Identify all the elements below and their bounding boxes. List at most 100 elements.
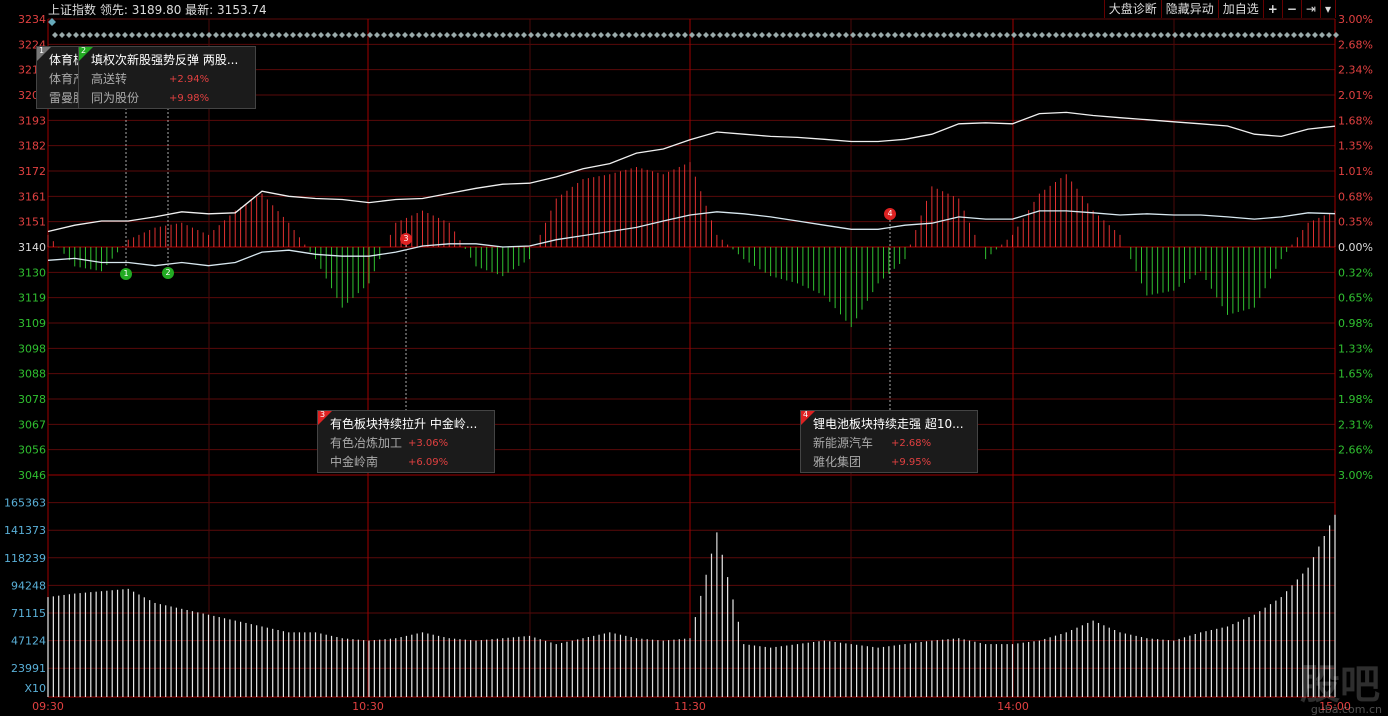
event-diamond bbox=[675, 32, 681, 38]
event-diamond bbox=[1053, 32, 1059, 38]
event-diamond bbox=[402, 32, 408, 38]
stock-name: 中金岭南 bbox=[330, 455, 379, 469]
time-tick: 10:30 bbox=[352, 700, 384, 713]
market-diagnose-button[interactable]: 大盘诊断 bbox=[1105, 0, 1162, 18]
event-diamond bbox=[843, 32, 849, 38]
event-diamond bbox=[1067, 32, 1073, 38]
index-name: 上证指数 bbox=[48, 3, 97, 17]
event-diamond bbox=[1130, 32, 1136, 38]
menu-dropdown-icon[interactable]: ▾ bbox=[1321, 0, 1336, 18]
event-diamond bbox=[213, 32, 219, 38]
volume-tick: 141373 bbox=[4, 524, 46, 537]
event-diamond bbox=[1039, 32, 1045, 38]
event-diamond bbox=[668, 32, 674, 38]
event-diamond bbox=[423, 32, 429, 38]
last-value: 3153.74 bbox=[217, 3, 267, 17]
event-marker-2[interactable]: 2 bbox=[162, 267, 174, 279]
event-diamond bbox=[157, 32, 163, 38]
watermark-url: guba.com.cn bbox=[1310, 703, 1382, 716]
event-diamond bbox=[990, 32, 996, 38]
event-diamond bbox=[451, 32, 457, 38]
time-tick: 14:00 bbox=[997, 700, 1029, 713]
event-diamond bbox=[1186, 32, 1192, 38]
hide-alerts-button[interactable]: 隐藏异动 bbox=[1162, 0, 1219, 18]
price-tick: 3140 bbox=[18, 241, 46, 254]
add-watchlist-button[interactable]: 加自选 bbox=[1219, 0, 1264, 18]
event-diamond bbox=[1319, 32, 1325, 38]
event-diamond bbox=[955, 32, 961, 38]
lead-value: 3189.80 bbox=[131, 3, 182, 17]
tooltip-headline: 锂电池板块持续走强 超10... bbox=[813, 417, 964, 431]
event-diamond bbox=[773, 32, 779, 38]
event-diamond bbox=[1193, 32, 1199, 38]
event-marker-4[interactable]: 4 bbox=[884, 208, 896, 220]
stock-name: 有色冶炼加工 bbox=[330, 436, 403, 450]
event-diamond bbox=[724, 32, 730, 38]
event-diamond bbox=[430, 32, 436, 38]
event-diamond bbox=[276, 32, 282, 38]
event-diamond bbox=[1046, 32, 1052, 38]
event-diamond bbox=[1172, 32, 1178, 38]
event-diamond bbox=[395, 32, 401, 38]
event-diamond bbox=[164, 32, 170, 38]
percent-tick: 1.98% bbox=[1338, 393, 1373, 406]
event-diamond bbox=[1095, 32, 1101, 38]
event-diamond bbox=[1165, 32, 1171, 38]
event-diamond bbox=[612, 32, 618, 38]
event-diamond bbox=[1333, 32, 1339, 38]
event-diamond bbox=[829, 32, 835, 38]
price-tick: 3056 bbox=[18, 444, 46, 457]
event-diamond bbox=[1025, 32, 1031, 38]
event-diamond bbox=[360, 32, 366, 38]
event-diamond bbox=[374, 32, 380, 38]
price-tick: 3234 bbox=[18, 13, 46, 26]
event-diamond bbox=[1088, 32, 1094, 38]
event-diamond bbox=[899, 32, 905, 38]
event-diamond bbox=[1032, 32, 1038, 38]
event-diamond bbox=[766, 32, 772, 38]
event-diamond bbox=[689, 32, 695, 38]
stock-change: +3.06% bbox=[408, 438, 449, 449]
event-diamond bbox=[570, 32, 576, 38]
price-tick: 3088 bbox=[18, 368, 46, 381]
percent-tick: 1.01% bbox=[1338, 165, 1373, 178]
event-diamond bbox=[472, 32, 478, 38]
event-marker-1[interactable]: 1 bbox=[120, 268, 132, 280]
event-diamond bbox=[150, 32, 156, 38]
event-diamond bbox=[521, 32, 527, 38]
event-diamond bbox=[108, 32, 114, 38]
percent-tick: 0.98% bbox=[1338, 317, 1373, 330]
event-diamond bbox=[682, 32, 688, 38]
event-diamond bbox=[731, 32, 737, 38]
tooltip-number-badge: 1 bbox=[37, 46, 51, 61]
zoom-out-icon[interactable]: − bbox=[1283, 0, 1302, 18]
tooltip-stock-row: 新能源汽车 +2.68% bbox=[801, 434, 977, 453]
time-tick: 15:00 bbox=[1319, 700, 1351, 713]
event-diamond bbox=[976, 32, 982, 38]
event-diamond bbox=[885, 32, 891, 38]
zoom-in-icon[interactable]: + bbox=[1264, 0, 1283, 18]
volume-tick: 71115 bbox=[11, 607, 46, 620]
event-diamond bbox=[52, 32, 58, 38]
event-diamond bbox=[822, 32, 828, 38]
price-tick: 3172 bbox=[18, 165, 46, 178]
event-tooltip-3[interactable]: 3 有色板块持续拉升 中金岭... 有色冶炼加工 +3.06% 中金岭南 +6.09% bbox=[317, 410, 495, 473]
event-diamond bbox=[409, 32, 415, 38]
event-diamond bbox=[311, 32, 317, 38]
event-diamond bbox=[1284, 32, 1290, 38]
event-tooltip-2[interactable]: 2 填权次新股强势反弹 两股... 高送转 +2.94% 同为股份 +9.98% bbox=[78, 46, 256, 109]
event-diamond bbox=[1074, 32, 1080, 38]
event-diamond bbox=[647, 32, 653, 38]
event-diamond bbox=[262, 32, 268, 38]
event-marker-3[interactable]: 3 bbox=[400, 233, 412, 245]
jump-end-icon[interactable]: ⇥ bbox=[1302, 0, 1321, 18]
event-diamond bbox=[339, 32, 345, 38]
event-diamond bbox=[255, 32, 261, 38]
event-diamond bbox=[381, 32, 387, 38]
last-label: 最新: bbox=[185, 3, 214, 17]
event-diamond bbox=[801, 32, 807, 38]
event-tooltip-4[interactable]: 4 锂电池板块持续走强 超10... 新能源汽车 +2.68% 雅化集团 +9.95% bbox=[800, 410, 978, 473]
event-diamond bbox=[1277, 32, 1283, 38]
event-diamond bbox=[514, 32, 520, 38]
